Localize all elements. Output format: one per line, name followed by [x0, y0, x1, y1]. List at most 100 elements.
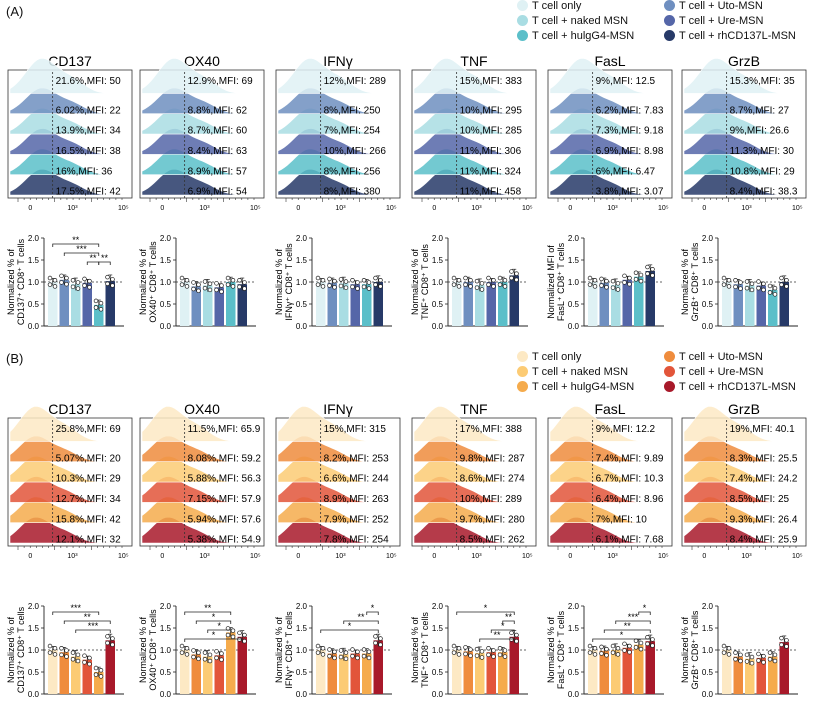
data-point [622, 273, 627, 279]
data-point [52, 284, 58, 289]
data-point [361, 277, 367, 283]
data-point [509, 269, 514, 274]
bar [722, 650, 732, 694]
data-point [738, 280, 743, 285]
data-point [242, 638, 247, 644]
bar-y-tick-label: 1.5 [28, 256, 40, 265]
data-point [592, 284, 598, 289]
data-point [474, 646, 480, 652]
data-point [486, 645, 491, 651]
significance-label: ** [505, 612, 513, 622]
data-point [343, 279, 349, 284]
bar-y-tick-label: 1.5 [432, 256, 444, 265]
histogram-annotation: 7.9%,MFI: 252 [324, 514, 389, 525]
data-point [230, 634, 236, 640]
histogram-peak [277, 148, 399, 175]
data-point [514, 632, 519, 638]
axis-tick-label: 10⁵ [250, 205, 261, 212]
data-point [338, 654, 344, 660]
data-point [733, 650, 738, 655]
histogram-peak [9, 168, 130, 196]
data-point [587, 643, 593, 649]
bar [327, 282, 337, 326]
bar [722, 282, 732, 326]
histogram-peak [683, 148, 805, 175]
data-point [219, 283, 224, 288]
marker-title: TNF [460, 401, 487, 417]
data-point [219, 651, 224, 656]
data-point [468, 284, 473, 289]
histogram-annotation: 5.07%,MFI: 20 [56, 453, 121, 464]
data-point [242, 632, 247, 638]
data-point [726, 645, 732, 651]
data-point [225, 632, 231, 638]
histogram-peak [277, 128, 399, 155]
data-point [373, 282, 378, 287]
data-point [230, 628, 236, 633]
axis-tick-label: 0 [702, 553, 706, 560]
data-point [599, 651, 604, 656]
histogram-annotation: 9.7%,MFI: 280 [460, 514, 525, 525]
data-point [509, 630, 514, 636]
data-point [52, 652, 58, 657]
bar-y-tick-label: 1.0 [296, 646, 308, 655]
histogram-annotation: 15%,MFI: 383 [460, 76, 523, 87]
data-point [779, 635, 784, 641]
bar [611, 285, 621, 326]
data-point [733, 277, 738, 283]
histogram-annotation: 8.4%,MFI: 25.9 [730, 535, 798, 546]
bar-y-label: TNF⁺ CD8⁺ T cells [420, 244, 430, 320]
data-point [361, 653, 367, 659]
data-point [645, 634, 650, 640]
histogram-frame [7, 69, 133, 199]
histogram-peak [549, 168, 670, 196]
histogram-peak [683, 87, 805, 115]
axis-tick-label: 0 [296, 205, 300, 212]
data-point [75, 652, 81, 658]
bar-y-tick-label: 0.5 [568, 668, 580, 677]
bar-y-tick-label: 0.0 [432, 322, 444, 331]
data-point [733, 284, 738, 290]
panel-b-label: (B) [6, 351, 24, 366]
bar [599, 650, 609, 694]
bar-y-label: Normalized % of [410, 248, 420, 315]
data-point [70, 656, 76, 662]
legend-swatch-b2 [517, 366, 528, 377]
legend-item: T cell + naked MSN [517, 366, 628, 378]
data-point [502, 654, 508, 659]
data-point [70, 277, 76, 283]
data-point [767, 290, 773, 295]
data-point [650, 266, 655, 272]
bar [733, 656, 743, 694]
data-point [456, 645, 462, 651]
histogram-annotation: 11.5%,MFI: 65.9 [188, 424, 261, 435]
data-point [749, 281, 755, 287]
bar-y-tick-label: 0.5 [432, 300, 444, 309]
data-point [592, 645, 598, 651]
bar [59, 652, 69, 694]
histogram-annotation: 25.8%,MFI: 69 [56, 424, 121, 435]
axis-tick-label: 10³ [741, 205, 752, 212]
bar [48, 282, 58, 326]
bar-y-tick-label: 0.5 [432, 668, 444, 677]
bar [452, 650, 462, 694]
data-point [638, 640, 644, 646]
data-point [451, 282, 457, 287]
histogram-peak [549, 148, 671, 175]
data-point [225, 275, 231, 281]
data-point [93, 672, 99, 677]
axis-tick-label: 10⁵ [118, 553, 129, 560]
histogram-annotation: 12.7%,MFI: 34 [56, 494, 121, 505]
data-point [772, 292, 778, 297]
significance-label: *** [628, 612, 639, 622]
bar [588, 650, 598, 694]
data-point [756, 651, 761, 657]
data-point [338, 648, 344, 653]
data-point [587, 650, 593, 655]
legend-swatch-a5 [664, 30, 675, 41]
histogram-annotation: 11.3%,MFI: 30 [730, 146, 795, 157]
bar-y-tick-label: 0.5 [296, 668, 308, 677]
significance-label: ** [84, 612, 92, 622]
significance-bracket [207, 629, 232, 633]
data-point [633, 638, 639, 644]
